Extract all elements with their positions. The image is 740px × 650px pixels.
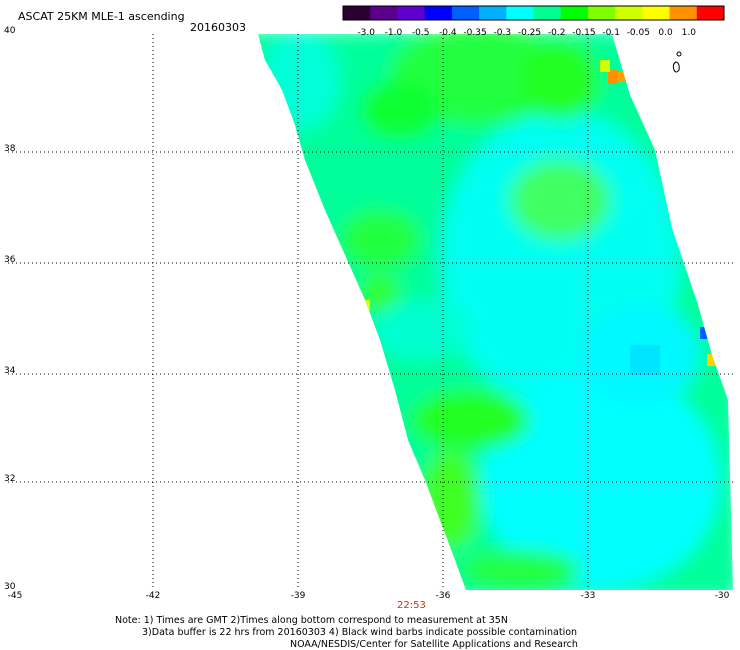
colorbar-label: -3.0: [357, 28, 375, 38]
colorbar-label: -0.2: [547, 28, 566, 38]
colorbar-segment: [560, 6, 589, 20]
colorbar-segment: [424, 6, 453, 20]
colorbar: [342, 5, 725, 21]
colorbar-segment: [696, 6, 725, 20]
longitude-label: -42: [145, 591, 161, 601]
colorbar-segment: [587, 6, 616, 20]
colorbar-segment: [533, 6, 562, 20]
longitude-label: -45: [7, 591, 23, 601]
colorbar-label: 0.0: [658, 28, 673, 38]
swath-data: [258, 34, 733, 590]
colorbar-segment: [642, 6, 671, 20]
product-title: ASCAT 25KM MLE-1 ascending: [18, 10, 185, 23]
longitude-label: -39: [290, 591, 306, 601]
latitude-label: 34: [4, 366, 16, 376]
colorbar-label: -0.3: [493, 28, 512, 38]
product-date: 20160303: [190, 21, 246, 34]
latitude-label: 36: [4, 255, 16, 265]
colorbar-label: -0.05: [626, 28, 650, 38]
colorbar-segment: [479, 6, 507, 20]
colorbar-segment: [397, 6, 426, 20]
colorbar-frame: [342, 5, 725, 21]
colorbar-label: -0.15: [572, 28, 596, 38]
longitude-label: -30: [714, 591, 730, 601]
note-line-1: Note: 1) Times are GMT 2)Times along bot…: [115, 615, 508, 626]
latitude-label: 40: [4, 26, 16, 36]
colorbar-segment: [343, 6, 371, 20]
note-line-3: NOAA/NESDIS/Center for Satellite Applica…: [290, 639, 578, 650]
colorbar-segment: [370, 6, 398, 20]
longitude-label: -33: [580, 591, 596, 601]
colorbar-segment: [615, 6, 643, 20]
swath-time-label: 22:53: [397, 600, 426, 611]
colorbar-segment: [669, 6, 698, 20]
latitude-label: 30: [4, 582, 16, 592]
latitude-label: 38: [4, 144, 16, 154]
wind-barb-marker: [672, 51, 682, 73]
note-line-2: 3)Data buffer is 22 hrs from 20160303 4)…: [142, 627, 578, 638]
colorbar-label: 1.0: [681, 28, 696, 38]
colorbar-label: -1.0: [384, 28, 403, 38]
grid-lines: [8, 34, 735, 590]
colorbar-segment: [451, 6, 480, 20]
longitude-label: -36: [435, 591, 451, 601]
colorbar-label: -0.5: [411, 28, 430, 38]
latitude-label: 32: [4, 474, 16, 484]
colorbar-label: -0.1: [602, 28, 620, 38]
colorbar-segment: [506, 6, 534, 20]
colorbar-label: -0.4: [439, 28, 457, 38]
colorbar-label: -0.35: [463, 28, 487, 38]
colorbar-label: -0.25: [517, 28, 542, 38]
